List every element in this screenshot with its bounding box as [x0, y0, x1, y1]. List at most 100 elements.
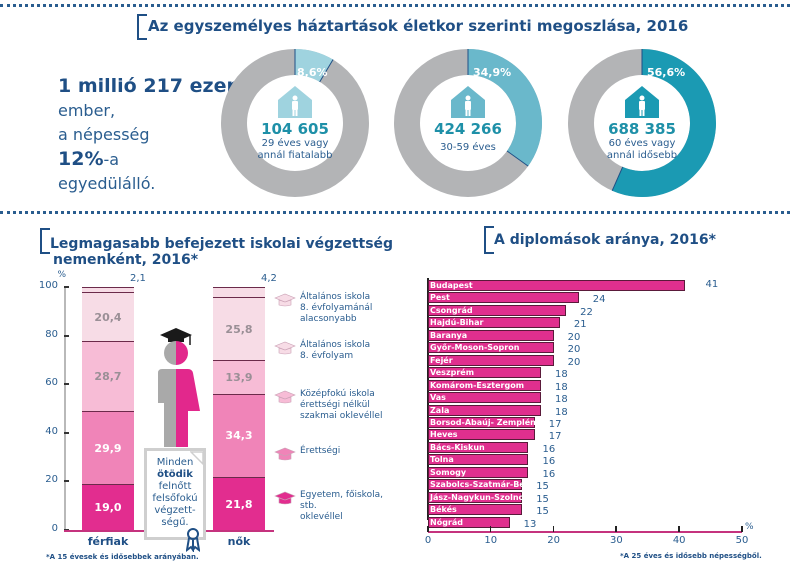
title-bracket — [484, 226, 494, 254]
legend-item: Érettségi — [300, 446, 400, 457]
legend-line: Általános iskola — [300, 292, 371, 302]
x-tick-label: 30 — [610, 535, 623, 546]
mortarboard-legend-icon — [274, 390, 296, 404]
donut-count: 424 266 — [434, 120, 502, 138]
note-card: Minden ötödik felnőtt felsőfokú végzett-… — [144, 448, 206, 540]
donut-count: 688 385 — [608, 120, 676, 138]
donut-svg — [568, 49, 716, 197]
donut-percent-label: 56,6% — [647, 66, 686, 79]
hbar: Komárom-Esztergom — [428, 379, 542, 391]
intro-line4-rest: -a — [103, 150, 120, 169]
stacked-segment: 25,8 — [213, 297, 265, 360]
y-tick-mark — [64, 334, 69, 337]
y-axis-line — [64, 287, 66, 530]
stacked-segment: 19,0 — [82, 483, 134, 530]
legend-item: Általános iskola 8. évfolyamánál alacsonya… — [300, 292, 400, 325]
x-tick-label: 20 — [547, 535, 560, 546]
male-head — [164, 341, 176, 365]
legend-line: 8. évfolyam — [300, 351, 354, 361]
section2-footnote: *A 15 évesek és idősebbek arányában. — [46, 553, 199, 561]
legend-line: Középfokú iskola — [300, 389, 375, 399]
y-tick-mark — [64, 431, 69, 434]
stacked-segment: 29,9 — [82, 411, 134, 484]
donut-svg — [221, 49, 369, 197]
title-bracket — [137, 14, 147, 40]
intro-line2: ember, — [58, 101, 116, 120]
x-tick-mark — [615, 526, 617, 532]
x-category-label: nők — [227, 535, 251, 548]
divider-top — [0, 4, 790, 7]
mortarboard-legend-icon — [274, 293, 296, 307]
legend-line: érettségi nélkül — [300, 400, 370, 410]
hbar: Baranya — [428, 329, 554, 341]
graduation-cap-base — [168, 336, 184, 342]
hbar: Veszprém — [428, 367, 542, 379]
hbar: Fejér — [428, 354, 554, 366]
intro-line5: egyedülálló. — [58, 174, 156, 193]
hbar-value-label: 20 — [567, 344, 581, 356]
female-head — [176, 341, 188, 365]
x-tick-mark — [489, 526, 492, 532]
hbar-value-label: 20 — [567, 356, 581, 368]
hbar: Bács-Kiskun — [428, 441, 529, 453]
legend-item: Általános iskola 8. évfolyam — [300, 340, 400, 362]
y-tick-mark — [64, 286, 69, 288]
hbar: Somogy — [428, 466, 529, 478]
hbar-value-label: 13 — [523, 518, 537, 530]
donut-separator — [611, 166, 624, 191]
donut-center-label: 688 385 60 éves vagy annál idősebb — [587, 120, 697, 162]
house-person-icon — [451, 86, 485, 118]
intro-text: 1 millió 217 ezer ember, a népesség 12%-… — [58, 74, 236, 196]
x-category-label: férfiak — [87, 535, 129, 548]
hbar: Békés — [428, 504, 523, 516]
hbar: Borsod-Abaúj- Zemplén — [428, 416, 536, 428]
hbar: Heves — [428, 429, 535, 441]
x-tick-mark — [678, 526, 680, 532]
x-axis-line — [428, 531, 742, 533]
donut-sub2: annál idősebb — [606, 150, 678, 161]
ribbon-award-icon — [186, 528, 200, 552]
legend-line: oklevéllel — [300, 512, 343, 522]
hbar-value-label: 24 — [592, 294, 606, 306]
legend-item: Középfokú iskola érettségi nélkül szakmai … — [300, 389, 400, 422]
x-tick-label: 10 — [484, 535, 498, 546]
hbar: Tolna — [428, 454, 529, 466]
y-tick-label: 100 — [38, 280, 58, 291]
y-tick-label: 80 — [45, 328, 58, 340]
hbar: Szabolcs-Szatmár-Bereg — [428, 479, 540, 491]
legend-line: Egyetem, főiskola, stb. — [300, 490, 383, 511]
stacked-top-label: 4,2 — [261, 273, 277, 284]
hbar-value-label: 15 — [536, 481, 549, 493]
legend-item: Egyetem, főiskola, stb. oklevéllel — [300, 490, 400, 523]
hbar-value-label: 18 — [555, 369, 568, 381]
hbar-value-label: 21 — [573, 319, 587, 331]
hbar-value-label: 18 — [555, 394, 568, 406]
stacked-segment: 28,7 — [82, 341, 134, 412]
y-tick-label: 20 — [45, 474, 58, 486]
y-unit-label: % — [57, 270, 66, 280]
house-person-icon — [278, 86, 312, 118]
donut-chart: 8,6% 104 605 29 éves vagy annál fiatalabb — [220, 48, 370, 198]
donut-chart: 56,6% 688 385 60 éves vagy annál idősebb — [567, 48, 717, 198]
y-tick-label: 40 — [45, 425, 58, 437]
intro-line1: 1 millió 217 ezer — [58, 75, 236, 97]
hbar-value-label: 41 — [705, 279, 719, 290]
stacked-top-leader — [82, 287, 134, 288]
mortarboard-legend-icon — [274, 447, 296, 461]
hbar: Pest — [428, 292, 579, 304]
donut-slice — [294, 49, 334, 83]
note-line5: végzett- — [154, 505, 196, 516]
section2-title-line2: nemenként, 2016* — [53, 252, 199, 268]
hbar-value-label: 18 — [555, 381, 568, 393]
x-tick-mark — [741, 526, 743, 532]
female-body — [176, 369, 200, 447]
hbar: Győr-Moson-Sopron — [428, 342, 554, 354]
hbar-value-label: 17 — [548, 431, 562, 443]
hbar: Zala — [428, 404, 542, 416]
stacked-segment: 34,3 — [213, 393, 265, 478]
hbar-value-label: 15 — [536, 493, 549, 505]
hbar: Budapest — [428, 280, 686, 291]
stacked-segment: 13,9 — [213, 359, 265, 394]
donut-sub2: annál fiatalabb — [257, 150, 333, 161]
note-line4: felsőfokú — [152, 493, 198, 504]
